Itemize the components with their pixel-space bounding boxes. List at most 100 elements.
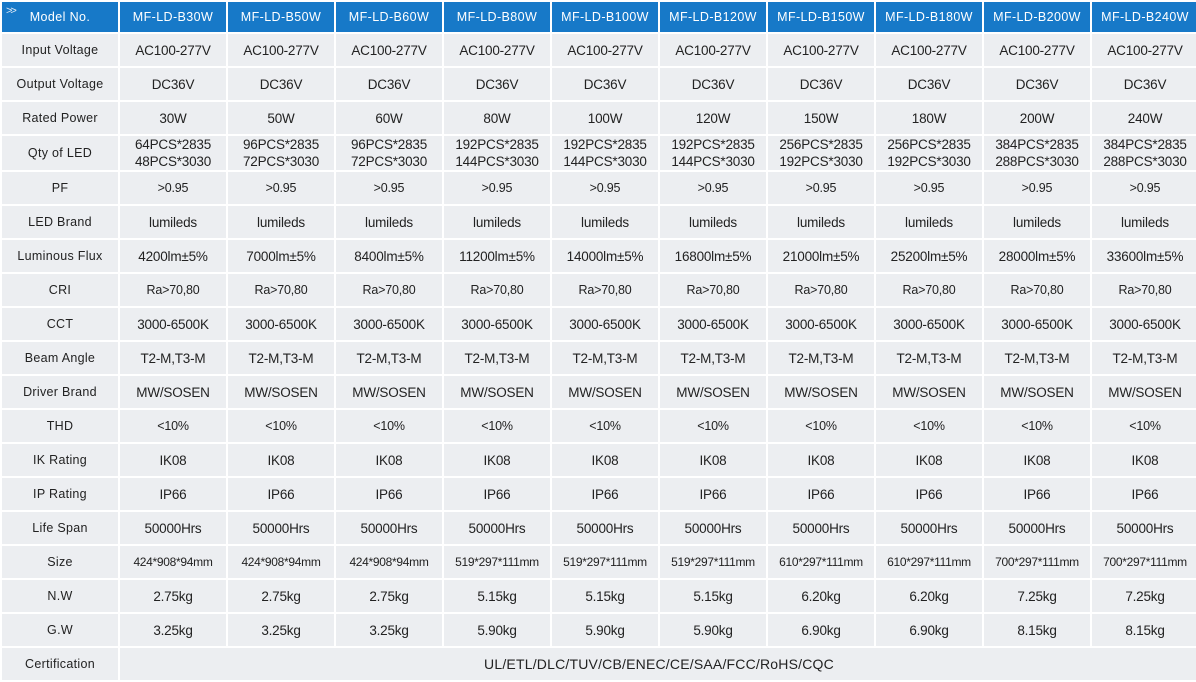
led-qty-line: 144PCS*3030 (671, 154, 755, 169)
thd-cell: <10% (1092, 410, 1196, 442)
size-cell: 424*908*94mm (336, 546, 442, 578)
spec-body: Input Voltage AC100-277V AC100-277V AC100-2… (2, 34, 1196, 680)
ik-rating-cell: IK08 (336, 444, 442, 476)
row-label-output-voltage: Output Voltage (2, 68, 118, 100)
led-qty-line: 192PCS*2835 (455, 137, 539, 152)
cri-cell: Ra>70,80 (120, 274, 226, 306)
pf-cell: >0.95 (1092, 172, 1196, 204)
input-voltage-cell: AC100-277V (444, 34, 550, 66)
ip-rating-cell: IP66 (984, 478, 1090, 510)
cct-cell: 3000-6500K (444, 308, 550, 340)
beam-angle-cell: T2-M,T3-M (1092, 342, 1196, 374)
life-span-cell: 50000Hrs (768, 512, 874, 544)
led-qty-line: 192PCS*2835 (671, 137, 755, 152)
g-w-cell: 5.90kg (444, 614, 550, 646)
qty-of-led-cell: 256PCS*2835 192PCS*3030 (768, 136, 874, 170)
cri-cell: Ra>70,80 (336, 274, 442, 306)
row-life-span: Life Span 50000Hrs 50000Hrs 50000Hrs 50000Hr… (2, 512, 1196, 544)
ip-rating-cell: IP66 (768, 478, 874, 510)
g-w-cell: 8.15kg (984, 614, 1090, 646)
row-ip-rating: IP Rating IP66 IP66 IP66 IP66 IP66 IP66 IP66 IP6… (2, 478, 1196, 510)
n-w-cell: 7.25kg (1092, 580, 1196, 612)
rated-power-cell: 100W (552, 102, 658, 134)
led-qty-line: 192PCS*3030 (779, 154, 863, 169)
qty-of-led-cell: 64PCS*2835 48PCS*3030 (120, 136, 226, 170)
life-span-cell: 50000Hrs (1092, 512, 1196, 544)
ik-rating-cell: IK08 (552, 444, 658, 476)
thd-cell: <10% (984, 410, 1090, 442)
pf-cell: >0.95 (336, 172, 442, 204)
ip-rating-cell: IP66 (336, 478, 442, 510)
led-brand-cell: lumileds (660, 206, 766, 238)
input-voltage-cell: AC100-277V (120, 34, 226, 66)
led-qty-line: 384PCS*2835 (1103, 137, 1187, 152)
size-cell: 424*908*94mm (120, 546, 226, 578)
input-voltage-cell: AC100-277V (228, 34, 334, 66)
model-header-mf-ld-b150w: MF-LD-B150W (768, 2, 874, 32)
row-label-rated-power: Rated Power (2, 102, 118, 134)
pf-cell: >0.95 (120, 172, 226, 204)
model-header-mf-ld-b60w: MF-LD-B60W (336, 2, 442, 32)
output-voltage-cell: DC36V (228, 68, 334, 100)
g-w-cell: 5.90kg (660, 614, 766, 646)
model-header-mf-ld-b80w: MF-LD-B80W (444, 2, 550, 32)
thd-cell: <10% (768, 410, 874, 442)
ik-rating-cell: IK08 (660, 444, 766, 476)
model-header-mf-ld-b50w: MF-LD-B50W (228, 2, 334, 32)
cct-cell: 3000-6500K (876, 308, 982, 340)
led-brand-cell: lumileds (228, 206, 334, 238)
model-header-mf-ld-b30w: MF-LD-B30W (120, 2, 226, 32)
thd-cell: <10% (228, 410, 334, 442)
g-w-cell: 6.90kg (768, 614, 874, 646)
luminous-flux-cell: 16800lm±5% (660, 240, 766, 272)
led-brand-cell: lumileds (444, 206, 550, 238)
ip-rating-cell: IP66 (228, 478, 334, 510)
led-qty-line: 384PCS*2835 (995, 137, 1079, 152)
ip-rating-cell: IP66 (1092, 478, 1196, 510)
qty-of-led-cell: 256PCS*2835 192PCS*3030 (876, 136, 982, 170)
output-voltage-cell: DC36V (1092, 68, 1196, 100)
row-label-certification: Certification (2, 648, 118, 680)
cri-cell: Ra>70,80 (876, 274, 982, 306)
cri-cell: Ra>70,80 (552, 274, 658, 306)
g-w-cell: 5.90kg (552, 614, 658, 646)
cri-cell: Ra>70,80 (660, 274, 766, 306)
row-ik-rating: IK Rating IK08 IK08 IK08 IK08 IK08 IK08 IK08 IK0… (2, 444, 1196, 476)
n-w-cell: 2.75kg (228, 580, 334, 612)
row-g-w: G.W 3.25kg 3.25kg 3.25kg 5.90kg 5.90kg 5.90kg 6… (2, 614, 1196, 646)
thd-cell: <10% (444, 410, 550, 442)
rated-power-cell: 50W (228, 102, 334, 134)
ik-rating-cell: IK08 (120, 444, 226, 476)
driver-brand-cell: MW/SOSEN (660, 376, 766, 408)
n-w-cell: 2.75kg (336, 580, 442, 612)
led-brand-cell: lumileds (876, 206, 982, 238)
row-label-cct: CCT (2, 308, 118, 340)
n-w-cell: 6.20kg (768, 580, 874, 612)
cct-cell: 3000-6500K (552, 308, 658, 340)
ik-rating-cell: IK08 (768, 444, 874, 476)
led-qty-line: 192PCS*2835 (563, 137, 647, 152)
led-qty-line: 64PCS*2835 (134, 137, 212, 152)
row-qty-of-led: Qty of LED 64PCS*2835 48PCS*3030 96PCS*2835… (2, 136, 1196, 170)
cct-cell: 3000-6500K (336, 308, 442, 340)
row-label-driver-brand: Driver Brand (2, 376, 118, 408)
output-voltage-cell: DC36V (120, 68, 226, 100)
led-brand-cell: lumileds (336, 206, 442, 238)
qty-of-led-cell: 384PCS*2835 288PCS*3030 (1092, 136, 1196, 170)
qty-of-led-cell: 192PCS*2835 144PCS*3030 (444, 136, 550, 170)
ip-rating-cell: IP66 (876, 478, 982, 510)
led-qty-line: 288PCS*3030 (1103, 154, 1187, 169)
ik-rating-cell: IK08 (984, 444, 1090, 476)
g-w-cell: 3.25kg (120, 614, 226, 646)
model-no-header: >> Model No. (2, 2, 118, 32)
output-voltage-cell: DC36V (336, 68, 442, 100)
input-voltage-cell: AC100-277V (768, 34, 874, 66)
row-label-ik-rating: IK Rating (2, 444, 118, 476)
led-brand-cell: lumileds (768, 206, 874, 238)
model-header-mf-ld-b240w: MF-LD-B240W (1092, 2, 1196, 32)
row-label-beam-angle: Beam Angle (2, 342, 118, 374)
n-w-cell: 6.20kg (876, 580, 982, 612)
cct-cell: 3000-6500K (768, 308, 874, 340)
driver-brand-cell: MW/SOSEN (552, 376, 658, 408)
